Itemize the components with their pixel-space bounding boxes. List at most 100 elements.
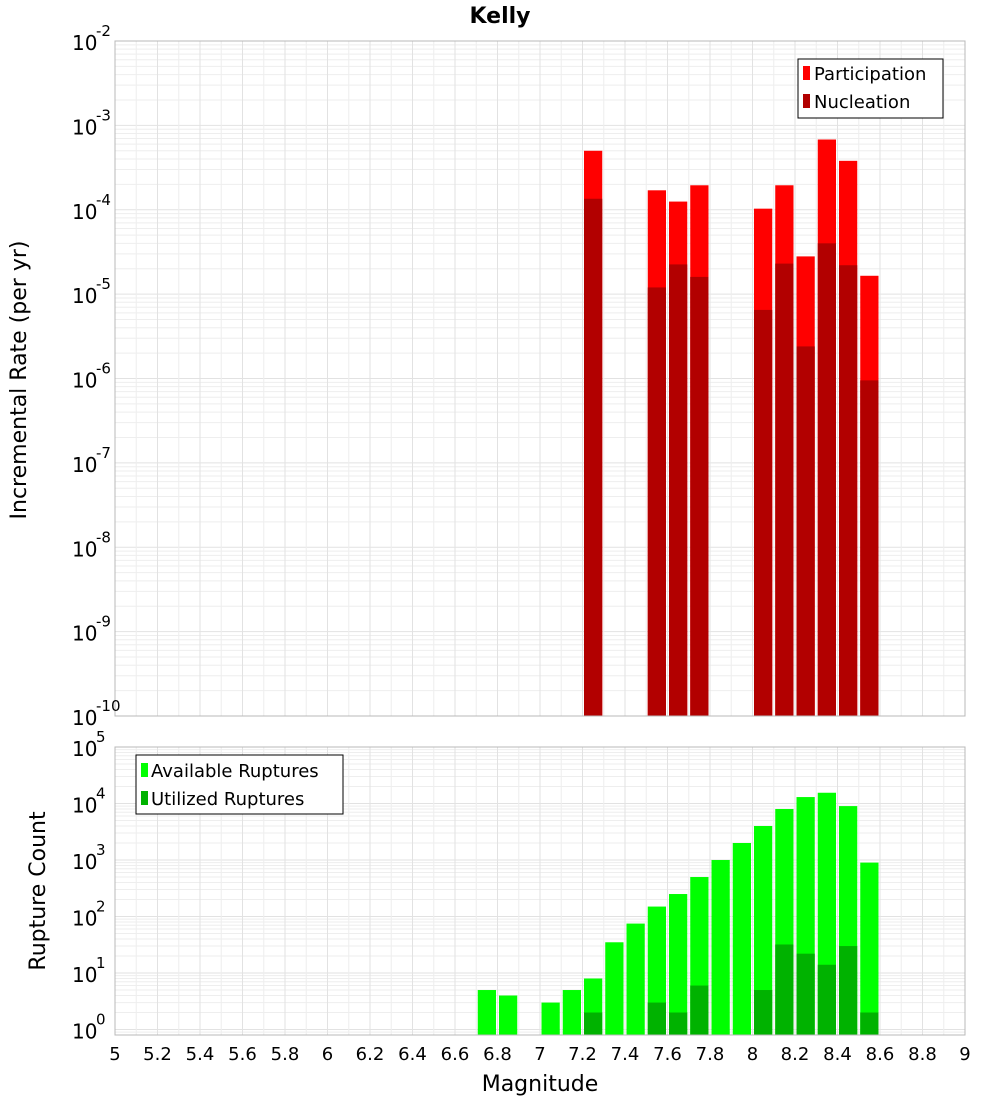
y-tick-label: 10 bbox=[72, 115, 97, 139]
y-tick-label: 10 bbox=[72, 622, 97, 646]
available-ruptures-bar bbox=[499, 995, 518, 1035]
y-tick-exponent: -7 bbox=[96, 444, 111, 462]
y-tick-label: 10 bbox=[72, 706, 97, 730]
x-tick-label: 8.6 bbox=[866, 1044, 895, 1065]
y-tick-exponent: 0 bbox=[96, 1011, 106, 1029]
y-tick-label: 10 bbox=[72, 850, 97, 874]
nucleation-bar bbox=[860, 380, 879, 716]
x-tick-label: 7 bbox=[534, 1044, 545, 1065]
rate-panel-bars bbox=[584, 139, 879, 717]
y-tick-label: 10 bbox=[72, 1020, 97, 1044]
y-tick-exponent: -4 bbox=[96, 191, 111, 209]
x-axis-title: Magnitude bbox=[482, 1072, 599, 1097]
available-ruptures-bar bbox=[669, 894, 688, 1035]
available-ruptures-bar bbox=[732, 843, 751, 1035]
nucleation-bar bbox=[690, 276, 709, 716]
nucleation-legend-label: Nucleation bbox=[814, 92, 910, 113]
x-tick-label: 6.2 bbox=[356, 1044, 385, 1065]
y-tick-exponent: -6 bbox=[96, 360, 111, 378]
y-tick-exponent: 1 bbox=[96, 954, 106, 972]
y-tick-exponent: 2 bbox=[96, 898, 106, 916]
utilized-ruptures-bar bbox=[647, 1002, 666, 1035]
participation-legend-label: Participation bbox=[814, 64, 926, 85]
y-tick-label: 10 bbox=[72, 31, 97, 55]
available-ruptures-bar bbox=[562, 990, 581, 1035]
x-tick-label: 5.2 bbox=[143, 1044, 172, 1065]
rate-panel-grid bbox=[114, 40, 966, 717]
x-tick-label: 5 bbox=[109, 1044, 120, 1065]
available-ruptures-bar bbox=[477, 990, 496, 1035]
count-panel-legend-box bbox=[135, 754, 344, 815]
nucleation-bar bbox=[839, 265, 858, 716]
rate-panel-frame bbox=[114, 40, 966, 717]
available-ruptures-bar bbox=[605, 942, 624, 1035]
rate-panel-legend: Participation Nucleation bbox=[797, 58, 944, 119]
y-tick-exponent: -10 bbox=[96, 697, 121, 715]
x-tick-label: 5.6 bbox=[228, 1044, 257, 1065]
participation-legend-swatch bbox=[803, 66, 810, 80]
x-tick-label: 6.8 bbox=[483, 1044, 512, 1065]
x-tick-label: 7.8 bbox=[696, 1044, 725, 1065]
y-tick-label: 10 bbox=[72, 963, 97, 987]
y-tick-label: 10 bbox=[72, 453, 97, 477]
chart-title: Kelly bbox=[469, 4, 530, 29]
x-tick-label: 7.2 bbox=[568, 1044, 597, 1065]
utilized-ruptures-bar bbox=[690, 985, 709, 1035]
y-tick-label: 10 bbox=[72, 369, 97, 393]
available-ruptures-legend-label: Available Ruptures bbox=[151, 761, 319, 782]
y-tick-label: 10 bbox=[72, 794, 97, 818]
count-panel-y-axis-title: Rupture Count bbox=[26, 811, 51, 971]
x-tick-label: 8.2 bbox=[781, 1044, 810, 1065]
available-ruptures-bar bbox=[860, 862, 879, 1035]
utilized-ruptures-bar bbox=[839, 946, 858, 1035]
utilized-ruptures-bar bbox=[860, 1012, 879, 1035]
utilized-ruptures-bar bbox=[584, 1012, 603, 1035]
x-tick-label: 7.6 bbox=[653, 1044, 682, 1065]
nucleation-bar bbox=[669, 264, 688, 716]
nucleation-bar bbox=[584, 198, 603, 717]
available-ruptures-legend-swatch bbox=[141, 763, 148, 777]
nucleation-bar bbox=[647, 287, 666, 716]
x-tick-label: 7.4 bbox=[611, 1044, 640, 1065]
y-tick-exponent: 5 bbox=[96, 728, 106, 746]
y-tick-label: 10 bbox=[72, 537, 97, 561]
y-tick-label: 10 bbox=[72, 284, 97, 308]
nucleation-legend-swatch bbox=[803, 94, 810, 108]
available-ruptures-bar bbox=[711, 860, 730, 1035]
rate-panel-legend-box bbox=[797, 58, 944, 119]
x-tick-label: 5.8 bbox=[271, 1044, 300, 1065]
nucleation-bar bbox=[754, 309, 773, 716]
x-tick-label: 6.4 bbox=[398, 1044, 427, 1065]
nucleation-bar bbox=[796, 346, 815, 716]
y-tick-label: 10 bbox=[72, 907, 97, 931]
y-tick-exponent: -9 bbox=[96, 613, 111, 631]
utilized-ruptures-bar bbox=[775, 944, 794, 1035]
utilized-ruptures-legend-label: Utilized Ruptures bbox=[151, 789, 304, 810]
utilized-ruptures-bar bbox=[796, 953, 815, 1035]
magnitude-tick-labels: 5 5.2 5.4 5.6 5.8 6 6.2 6.4 6.6 6.8 7 7.2 7.4 7.6 7.8 8… bbox=[109, 1044, 970, 1065]
rate-panel-y-axis-title: Incremental Rate (per yr) bbox=[7, 241, 32, 520]
x-tick-label: 6 bbox=[322, 1044, 333, 1065]
x-tick-label: 8 bbox=[747, 1044, 758, 1065]
y-tick-exponent: -5 bbox=[96, 275, 111, 293]
count-panel-legend: Available Ruptures Utilized Ruptures bbox=[135, 754, 344, 815]
y-tick-label: 10 bbox=[72, 737, 97, 761]
utilized-ruptures-legend-swatch bbox=[141, 791, 148, 805]
y-tick-exponent: -3 bbox=[96, 106, 111, 124]
count-panel-bars bbox=[477, 792, 879, 1035]
count-panel-frame bbox=[114, 746, 966, 1036]
x-tick-label: 8.4 bbox=[823, 1044, 852, 1065]
utilized-ruptures-bar bbox=[754, 990, 773, 1035]
x-tick-label: 9 bbox=[959, 1044, 970, 1065]
x-tick-label: 5.4 bbox=[186, 1044, 215, 1065]
utilized-ruptures-bar bbox=[669, 1012, 688, 1035]
y-tick-label: 10 bbox=[72, 200, 97, 224]
available-ruptures-bar bbox=[626, 923, 645, 1035]
y-tick-exponent: -2 bbox=[96, 22, 111, 40]
x-tick-label: 8.8 bbox=[908, 1044, 937, 1065]
nucleation-bar bbox=[817, 243, 836, 717]
